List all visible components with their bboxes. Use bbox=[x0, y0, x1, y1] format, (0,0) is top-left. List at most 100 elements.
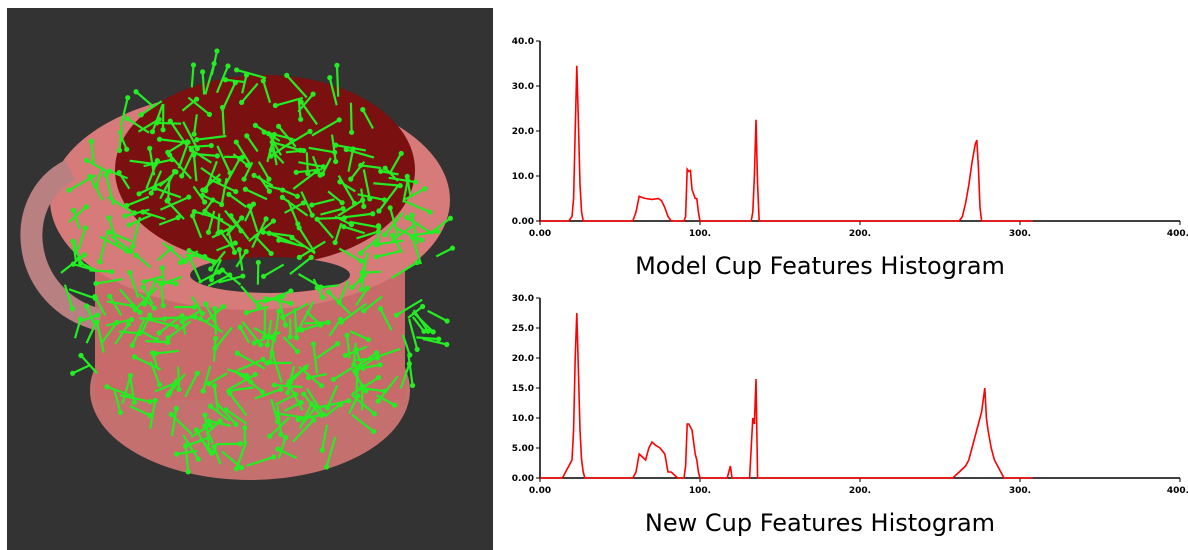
arrow-head bbox=[278, 387, 283, 392]
arrow-head bbox=[71, 239, 76, 244]
arrow-head bbox=[299, 99, 304, 104]
arrow-head bbox=[361, 308, 366, 313]
arrow-head bbox=[284, 73, 289, 78]
arrow-head bbox=[370, 211, 375, 216]
arrow-shaft bbox=[178, 367, 179, 390]
histogram-chart: 0.0010.020.030.040.00.00100.200.300.400.… bbox=[512, 37, 1188, 280]
arrow-head bbox=[293, 392, 298, 397]
arrow-head bbox=[130, 343, 135, 348]
arrow-head bbox=[226, 192, 231, 197]
x-tick-label: 300. bbox=[1009, 229, 1031, 239]
arrow-head bbox=[133, 89, 138, 94]
arrow-head bbox=[337, 300, 342, 305]
arrow-head bbox=[327, 75, 332, 80]
arrow-head bbox=[288, 301, 293, 306]
arrow-head bbox=[247, 203, 252, 208]
arrow-head bbox=[367, 196, 372, 201]
arrow-head bbox=[338, 317, 343, 322]
arrow-head bbox=[225, 63, 230, 68]
arrow-shaft bbox=[216, 444, 241, 445]
arrow-head bbox=[137, 310, 142, 315]
x-tick-label: 300. bbox=[1009, 486, 1031, 496]
arrow-head bbox=[378, 306, 383, 311]
arrow-head bbox=[275, 411, 280, 416]
arrow-head bbox=[123, 213, 128, 218]
arrow-head bbox=[161, 303, 166, 308]
arrow-head bbox=[213, 336, 218, 341]
arrow-head bbox=[186, 248, 191, 253]
arrow-head bbox=[305, 171, 310, 176]
arrow-head bbox=[309, 255, 314, 260]
arrow-head bbox=[200, 311, 205, 316]
arrow-head bbox=[358, 163, 363, 168]
arrow-head bbox=[71, 262, 76, 267]
arrow-head bbox=[107, 294, 112, 299]
arrow-head bbox=[147, 313, 152, 318]
arrow-head bbox=[239, 215, 244, 220]
arrow-head bbox=[194, 97, 199, 102]
arrow-head bbox=[206, 230, 211, 235]
arrow-head bbox=[95, 313, 100, 318]
arrow-head bbox=[331, 377, 336, 382]
arrow-head bbox=[202, 199, 207, 204]
arrow-head bbox=[180, 319, 185, 324]
arrow-head bbox=[325, 320, 330, 325]
arrow-head bbox=[211, 259, 216, 264]
arrow-head bbox=[234, 466, 239, 471]
arrow-head bbox=[125, 116, 130, 121]
arrow-head bbox=[399, 151, 404, 156]
arrow-head bbox=[139, 112, 144, 117]
arrow-head bbox=[363, 388, 368, 393]
arrow-head bbox=[209, 143, 214, 148]
x-tick-label: 400. bbox=[1167, 229, 1188, 239]
arrow-head bbox=[271, 454, 276, 459]
arrow-head bbox=[294, 170, 299, 175]
arrow-head bbox=[133, 307, 138, 312]
arrow-head bbox=[206, 418, 211, 423]
arrow-head bbox=[168, 246, 173, 251]
arrow-head bbox=[212, 306, 217, 311]
arrow-head bbox=[183, 444, 188, 449]
arrow-head bbox=[421, 329, 426, 334]
arrow-head bbox=[410, 235, 415, 240]
arrow-head bbox=[301, 391, 306, 396]
arrow-head bbox=[174, 406, 179, 411]
arrow-head bbox=[179, 173, 184, 178]
arrow-head bbox=[335, 341, 340, 346]
arrow-head bbox=[351, 362, 356, 367]
arrow-head bbox=[273, 103, 278, 108]
arrow-shaft bbox=[203, 72, 205, 95]
y-tick-label: 30.0 bbox=[512, 294, 534, 304]
arrow-head bbox=[232, 250, 237, 255]
arrow-head bbox=[126, 222, 131, 227]
arrow-head bbox=[127, 270, 132, 275]
y-tick-label: 40.0 bbox=[512, 37, 534, 47]
arrow-shaft bbox=[351, 103, 352, 133]
arrow-head bbox=[186, 194, 191, 199]
arrow-head bbox=[436, 336, 441, 341]
arrow-head bbox=[244, 249, 249, 254]
arrow-head bbox=[272, 132, 277, 137]
arrow-head bbox=[280, 315, 285, 320]
arrow-head bbox=[160, 127, 165, 132]
arrow-head bbox=[169, 412, 174, 417]
arrow-head bbox=[306, 375, 311, 380]
arrow-head bbox=[360, 197, 365, 202]
arrow-head bbox=[238, 325, 243, 330]
arrow-head bbox=[360, 107, 365, 112]
arrow-head bbox=[97, 259, 102, 264]
arrow-head bbox=[140, 209, 145, 214]
arrow-head bbox=[84, 204, 89, 209]
arrow-head bbox=[195, 371, 200, 376]
arrow-head bbox=[125, 95, 130, 100]
arrow-head bbox=[332, 240, 337, 245]
arrow-head bbox=[405, 174, 410, 179]
arrow-head bbox=[311, 342, 316, 347]
arrow-head bbox=[320, 448, 325, 453]
arrow-head bbox=[228, 213, 233, 218]
arrow-head bbox=[394, 313, 399, 318]
chart-title: New Cup Features Histogram bbox=[645, 509, 995, 537]
arrow-head bbox=[309, 202, 314, 207]
arrow-head bbox=[186, 469, 191, 474]
arrow-shaft bbox=[307, 152, 308, 173]
